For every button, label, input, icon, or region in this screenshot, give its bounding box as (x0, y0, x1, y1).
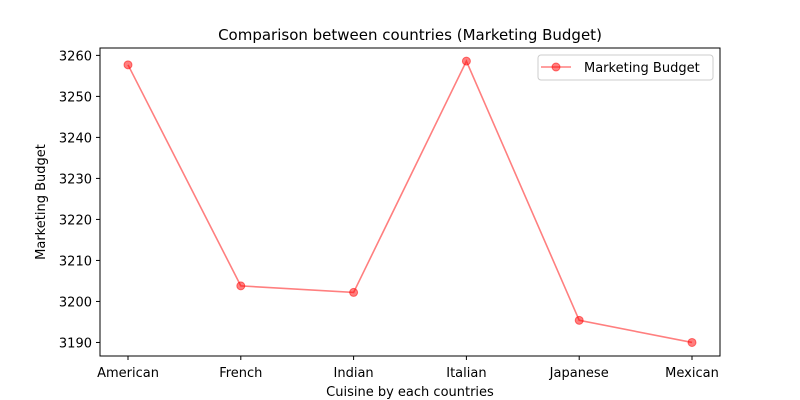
y-tick-label: 3230 (59, 172, 92, 187)
series-layer (123, 56, 697, 347)
legend-box (537, 54, 714, 81)
x-tick-label: Italian (446, 366, 486, 381)
data-point (687, 337, 697, 347)
x-tick-label: French (219, 366, 262, 381)
y-tick-label: 3220 (59, 213, 92, 228)
x-axis: American French Indian Italian Japanese Mexic… (97, 356, 719, 381)
legend: Marketing Budget (537, 54, 714, 81)
x-tick-label: American (97, 366, 159, 381)
x-tick-label: Mexican (665, 366, 719, 381)
y-tick-label: 3210 (59, 254, 92, 269)
x-tick-label: Indian (334, 366, 374, 381)
data-point (123, 60, 133, 70)
series-line (127, 59, 693, 344)
data-point (461, 56, 471, 66)
y-tick-label: 3250 (59, 90, 92, 105)
x-axis-title: Cuisine by each countries (326, 385, 494, 400)
y-tick-label: 3240 (59, 131, 92, 146)
legend-label-marketing-budget: Marketing Budget (584, 61, 700, 76)
legend-marker-marketing-budget (551, 62, 561, 72)
y-axis: 3190 3200 3210 3220 3230 3240 3250 3260 (59, 49, 100, 351)
y-tick-label: 3260 (59, 49, 92, 64)
data-point (349, 287, 359, 297)
y-axis-title: Marketing Budget (34, 144, 49, 260)
x-tick-label: Japanese (549, 366, 609, 381)
chart-title: Comparison between countries (Marketing … (218, 26, 602, 44)
plot-area (99, 47, 721, 357)
data-point (574, 315, 584, 325)
data-point (236, 281, 246, 291)
y-tick-label: 3190 (59, 336, 92, 351)
y-tick-label: 3200 (59, 295, 92, 310)
